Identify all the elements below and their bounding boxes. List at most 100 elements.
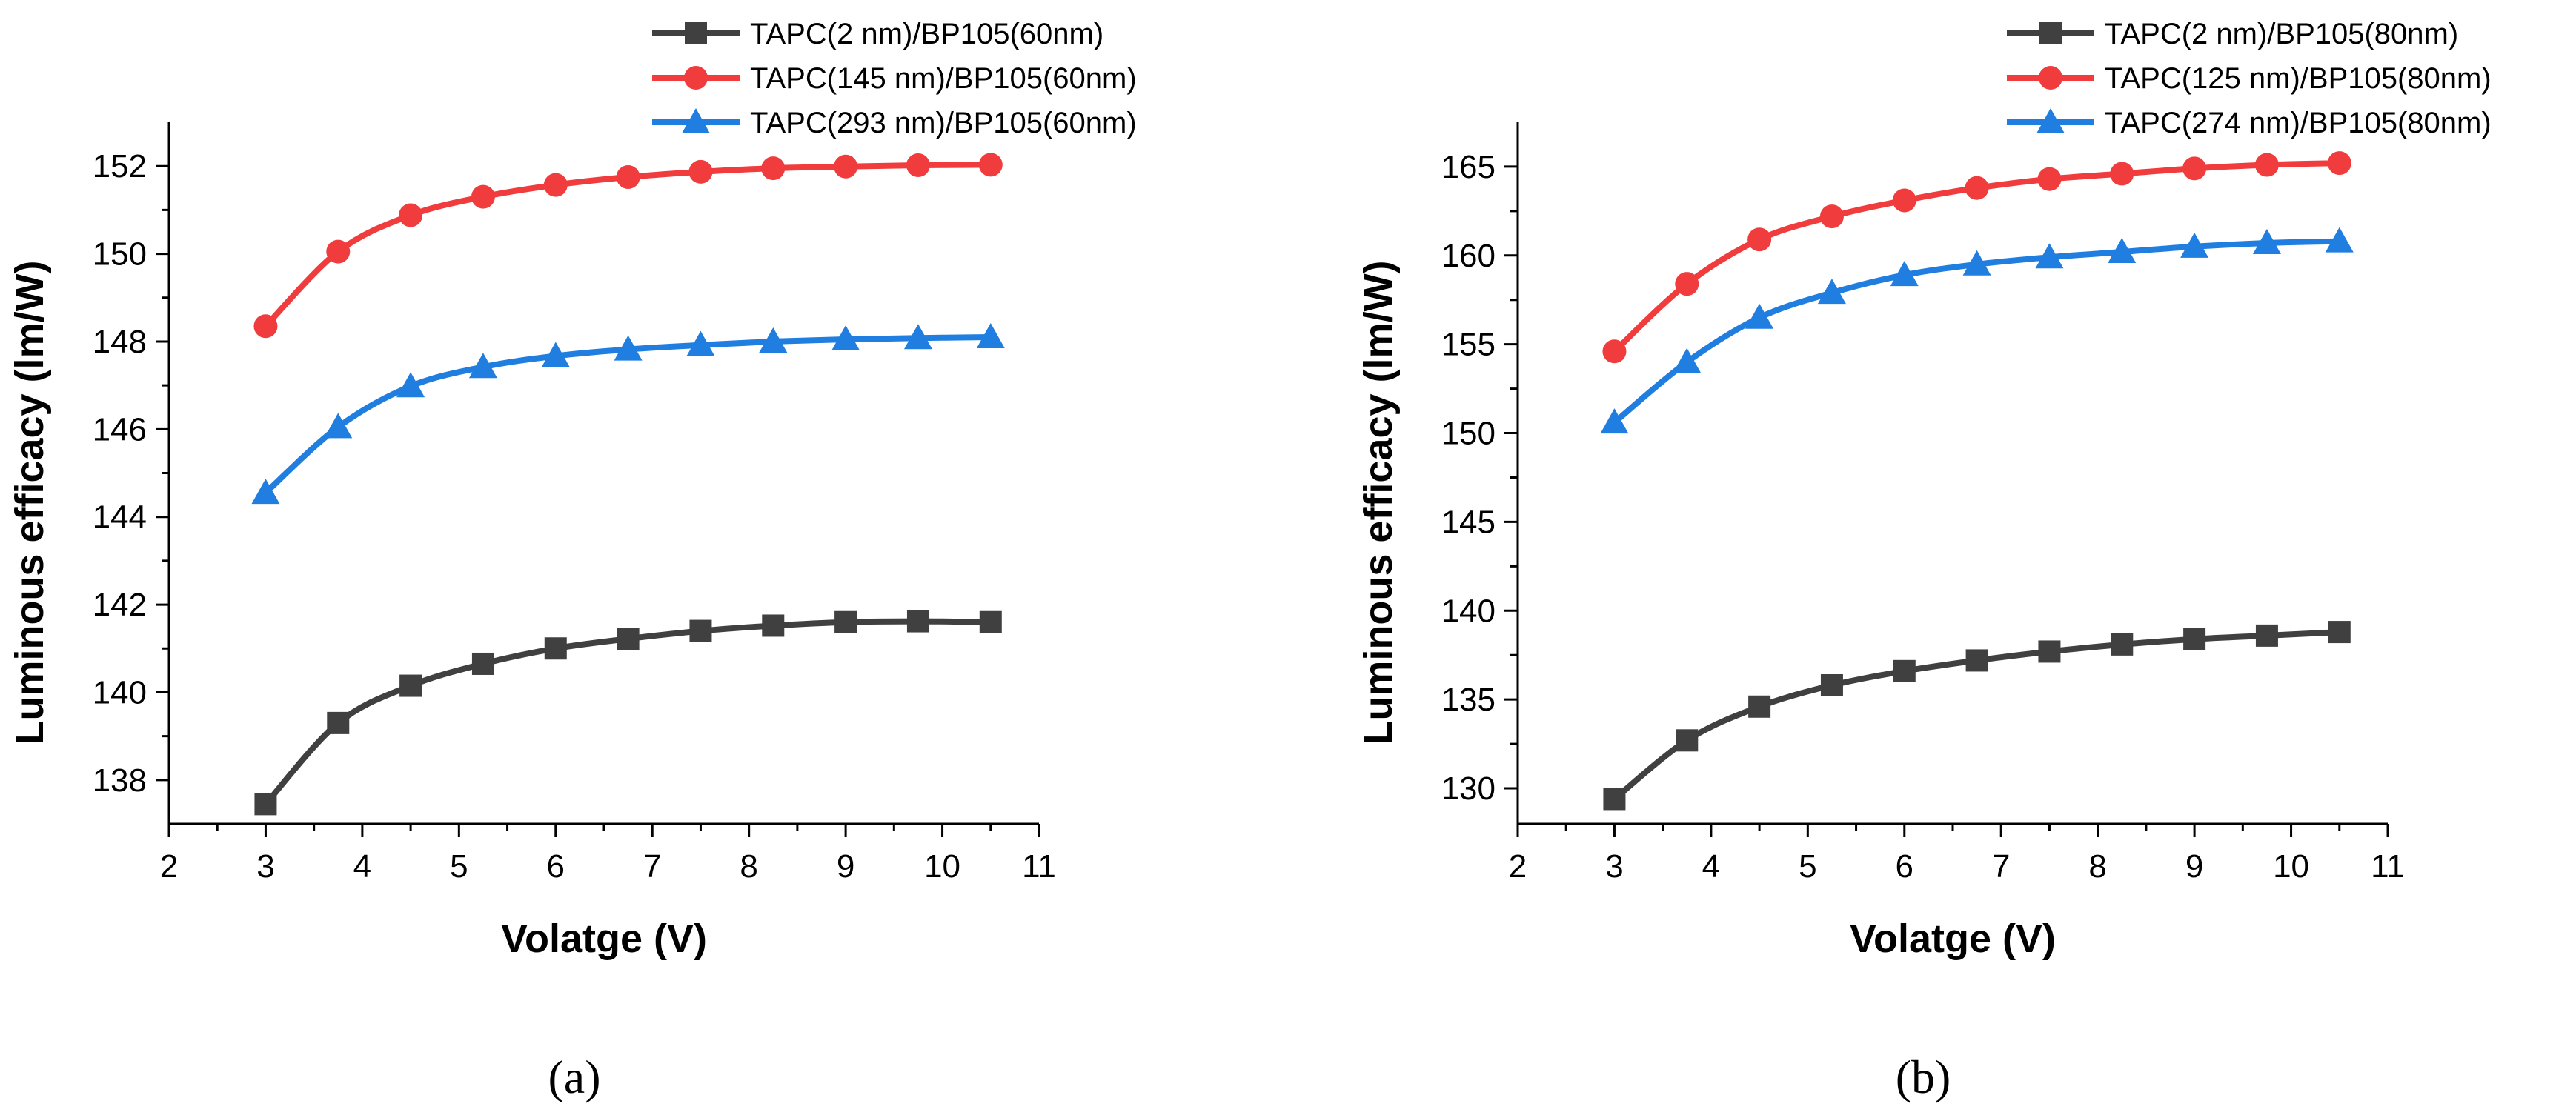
- data-point: [1673, 347, 1702, 373]
- y-tick-label: 148: [93, 324, 147, 360]
- series-0: [254, 610, 1002, 816]
- x-tick-label: 6: [547, 848, 565, 885]
- data-point: [541, 342, 570, 367]
- y-tick-label: 142: [93, 587, 147, 623]
- data-point: [254, 793, 277, 816]
- x-tick-label: 9: [2185, 848, 2203, 885]
- data-point: [326, 239, 351, 264]
- series-2: [1600, 227, 2354, 434]
- data-point: [1748, 695, 1771, 718]
- panel-caption: (a): [548, 1051, 600, 1103]
- x-tick-label: 7: [1992, 848, 2010, 885]
- data-point: [689, 619, 712, 642]
- data-point: [2108, 238, 2137, 264]
- data-point: [2038, 640, 2061, 663]
- data-point: [834, 154, 858, 179]
- x-tick-label: 3: [256, 848, 274, 885]
- y-tick-label: 145: [1441, 504, 1496, 540]
- y-tick-label: 150: [93, 236, 147, 273]
- y-tick-label: 150: [1441, 416, 1496, 452]
- legend-marker: [2036, 108, 2065, 133]
- data-point: [976, 323, 1005, 349]
- series-1: [1602, 151, 2351, 364]
- x-tick-label: 7: [643, 848, 661, 885]
- data-point: [614, 335, 643, 361]
- data-point: [2328, 621, 2351, 644]
- data-point: [327, 711, 350, 734]
- y-tick-label: 146: [93, 411, 147, 447]
- chart-panel-b: 2 3 4 5 6 7 8 9 10 11 130 135 140 145 150 155 160 165 Vola…: [1356, 18, 2492, 1103]
- x-tick-label: 5: [1799, 848, 1816, 885]
- data-point: [1890, 261, 1919, 287]
- series-line: [263, 618, 991, 807]
- data-point: [1893, 659, 1916, 682]
- data-point: [688, 159, 713, 184]
- data-point: [1819, 204, 1844, 229]
- data-point: [2111, 633, 2134, 656]
- x-tick-label: 10: [924, 848, 960, 885]
- data-point: [979, 610, 1002, 633]
- data-point: [324, 413, 353, 439]
- y-tick-label: 140: [1441, 593, 1496, 629]
- y-tick-label: 130: [1441, 771, 1496, 807]
- data-point: [686, 330, 715, 356]
- x-tick-label: 8: [2088, 848, 2106, 885]
- data-point: [831, 325, 860, 350]
- data-point: [1892, 188, 1916, 213]
- data-point: [1602, 339, 1627, 364]
- data-point: [1745, 303, 1774, 329]
- legend-marker: [2039, 22, 2062, 44]
- data-point: [759, 327, 788, 353]
- data-point: [1676, 729, 1699, 752]
- y-tick-label: 160: [1441, 238, 1496, 274]
- x-tick-label: 11: [1022, 848, 1056, 885]
- data-point: [617, 628, 640, 650]
- data-point: [399, 674, 422, 697]
- data-point: [1817, 279, 1846, 305]
- y-tick-label: 138: [93, 762, 147, 799]
- legend-label: TAPC(2 nm)/BP105(80nm): [2105, 18, 2458, 50]
- y-tick-label: 144: [93, 499, 147, 536]
- legend-marker: [684, 66, 708, 90]
- data-point: [251, 479, 280, 505]
- series-0: [1603, 621, 2351, 811]
- data-point: [1965, 176, 1989, 200]
- y-tick-label: 140: [93, 674, 147, 711]
- data-point: [616, 164, 640, 189]
- data-point: [978, 153, 1003, 177]
- legend-marker: [685, 22, 707, 44]
- x-tick-label: 10: [2273, 848, 2309, 885]
- data-point: [1603, 788, 1626, 811]
- x-tick-label: 5: [450, 848, 468, 885]
- data-point: [399, 203, 423, 227]
- data-point: [2252, 229, 2281, 255]
- x-tick-label: 6: [1896, 848, 1913, 885]
- data-point: [1747, 227, 1772, 252]
- data-point: [1962, 250, 1991, 276]
- data-point: [903, 324, 932, 350]
- x-axis-title: Volatge (V): [501, 916, 707, 961]
- series-2: [251, 323, 1005, 505]
- x-tick-label: 4: [1702, 848, 1720, 885]
- data-point: [468, 353, 497, 379]
- data-point: [471, 652, 494, 675]
- x-tick-label: 2: [160, 848, 178, 885]
- x-tick-label: 4: [353, 848, 371, 885]
- legend-label: TAPC(125 nm)/BP105(80nm): [2105, 62, 2492, 95]
- data-point: [1820, 673, 1843, 696]
- legend-marker: [682, 108, 710, 133]
- data-point: [1675, 272, 1699, 296]
- x-axis-title: Volatge (V): [1850, 916, 2056, 961]
- data-point: [2254, 153, 2279, 177]
- legend-label: TAPC(274 nm)/BP105(80nm): [2105, 107, 2492, 139]
- legend-marker: [2039, 66, 2062, 90]
- legend-label: TAPC(2 nm)/BP105(60nm): [750, 18, 1103, 50]
- data-point: [396, 372, 425, 398]
- data-point: [1965, 649, 1988, 672]
- data-point: [2182, 156, 2207, 181]
- data-point: [2037, 167, 2062, 191]
- x-tick-label: 3: [1605, 848, 1623, 885]
- y-tick-label: 155: [1441, 327, 1496, 363]
- chart-panel-a: 2 3 4 5 6 7 8 9 10 11 138 140 142 144 146 148 150 152 Vola…: [7, 18, 1137, 1103]
